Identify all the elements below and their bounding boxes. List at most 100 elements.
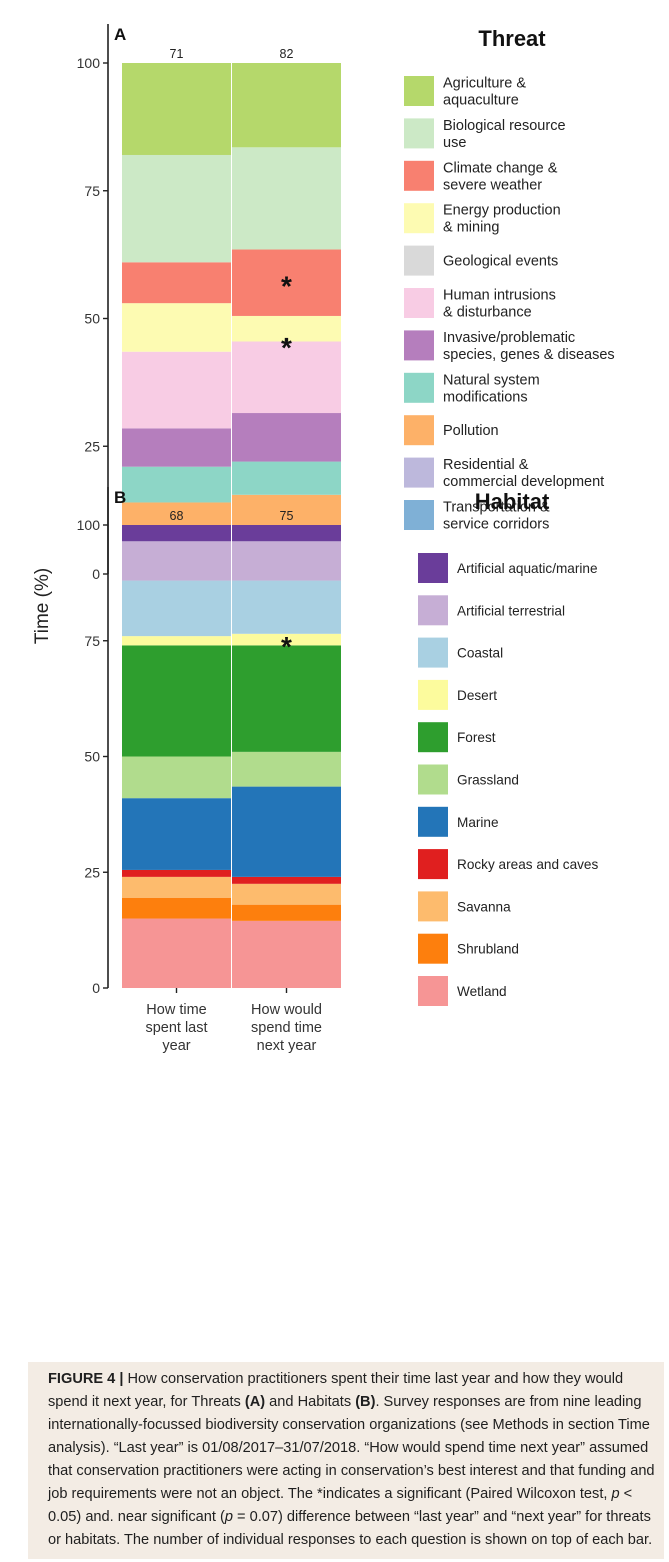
x-category-label: spend time: [251, 1020, 322, 1036]
caption-p-symbol-2: p: [224, 1509, 233, 1525]
bar-segment: [232, 63, 341, 148]
legend-swatch: [418, 933, 448, 964]
significance-marker: .: [283, 321, 290, 348]
legend-label: & mining: [443, 220, 499, 236]
panel-title: Threat: [478, 26, 546, 51]
legend-swatch: [404, 372, 434, 403]
legend-label: Marine: [457, 815, 499, 830]
legend-swatch: [418, 849, 448, 880]
legend-label: service corridors: [443, 517, 549, 533]
y-tick-label: 75: [84, 633, 100, 649]
legend-label: Invasive/problematic: [443, 330, 575, 346]
bar-segment: [232, 876, 341, 884]
x-category-label: How time: [146, 1002, 206, 1018]
bar-segment: [232, 920, 341, 988]
legend-swatch: [404, 76, 434, 106]
caption-part3: . Survey responses are from nine leading…: [48, 1394, 655, 1502]
bar-segment: [232, 904, 341, 921]
panel-label: A: [114, 25, 126, 44]
legend-swatch: [418, 764, 448, 795]
legend-swatch: [418, 891, 448, 922]
bar-segment: [232, 883, 341, 905]
legend-label: Transportation &: [443, 500, 550, 516]
bar-segment: [232, 147, 341, 250]
bar-segment: [122, 798, 231, 870]
bar-segment: [232, 315, 341, 342]
legend-swatch: [418, 637, 448, 668]
caption-part2: and Habitats: [265, 1394, 356, 1410]
caption-part1: How conservation practitioners spent the…: [48, 1371, 624, 1410]
legend-label: Desert: [457, 688, 497, 703]
legend-label: Natural system: [443, 372, 540, 388]
legend-label: Artificial terrestrial: [457, 603, 565, 618]
legend-label: aquaculture: [443, 93, 519, 109]
legend-swatch: [404, 245, 434, 276]
significance-marker: *: [281, 332, 292, 363]
significance-marker: *: [281, 271, 292, 302]
legend-swatch: [404, 415, 434, 446]
y-axis-label: Time (%): [32, 568, 53, 644]
legend-label: commercial development: [443, 474, 604, 490]
bar-segment: [122, 466, 231, 503]
bar-segment: [232, 786, 341, 877]
legend-swatch: [418, 722, 448, 753]
bar-segment: [122, 580, 231, 637]
n-responses-label: 75: [280, 509, 294, 523]
x-category-label: spent last: [145, 1020, 207, 1036]
y-tick-label: 0: [92, 566, 100, 582]
bar-segment: [122, 918, 231, 988]
y-tick-label: 75: [84, 183, 100, 199]
legend-label: Coastal: [457, 646, 503, 661]
n-responses-label: 68: [170, 509, 184, 523]
legend-swatch: [418, 595, 448, 626]
bar-segment: [122, 756, 231, 799]
significance-marker: *: [281, 631, 292, 662]
legend-swatch: [404, 500, 434, 530]
bar-segment: [232, 341, 341, 414]
bar-segment: [122, 541, 231, 581]
legend-label: use: [443, 135, 466, 151]
legend-swatch: [418, 806, 448, 837]
bar-segment: [122, 154, 231, 263]
y-tick-label: 50: [84, 311, 100, 327]
bar-segment: [232, 580, 341, 634]
legend-label: Energy production: [443, 203, 561, 219]
caption-part5: = 0.07) difference between “last year” a…: [48, 1509, 653, 1548]
bar-segment: [232, 633, 341, 646]
legend-label: Savanna: [457, 899, 511, 914]
bar-segment: [232, 525, 341, 542]
legend-label: Forest: [457, 730, 496, 745]
legend-swatch: [418, 679, 448, 710]
legend-swatch: [418, 553, 448, 583]
y-tick-label: 100: [77, 55, 101, 71]
panel-title: Habitat: [475, 489, 550, 514]
bar-segment: [122, 303, 231, 352]
caption-p-symbol: p: [611, 1486, 620, 1502]
legend-label: Wetland: [457, 984, 507, 999]
x-category-label: year: [162, 1038, 190, 1054]
bar-segment: [122, 262, 231, 304]
bar-segment: [122, 876, 231, 898]
legend-swatch: [404, 118, 434, 149]
legend-swatch: [404, 288, 434, 318]
bar-segment: [232, 461, 341, 495]
legend-label: Artificial aquatic/marine: [457, 561, 598, 576]
bar-segment: [232, 645, 341, 752]
x-category-label: How would: [251, 1002, 322, 1018]
bar-segment: [232, 494, 341, 526]
legend-label: & disturbance: [443, 305, 532, 321]
y-tick-label: 0: [92, 980, 100, 996]
legend-label: Human intrusions: [443, 288, 556, 304]
bar-segment: [122, 897, 231, 919]
caption-box: [28, 1362, 664, 1559]
caption-bold-a: (A): [244, 1394, 266, 1410]
legend-swatch: [404, 457, 434, 488]
legend-label: Agriculture &: [443, 76, 526, 92]
bar-segment: [122, 351, 231, 429]
bar-segment: [122, 63, 231, 155]
legend-label: Geological events: [443, 254, 558, 270]
bar-segment: [122, 428, 231, 467]
y-tick-label: 50: [84, 749, 100, 765]
caption-part4: < 0.05) and. near significant (: [48, 1486, 633, 1525]
y-tick-label: 25: [84, 864, 100, 880]
